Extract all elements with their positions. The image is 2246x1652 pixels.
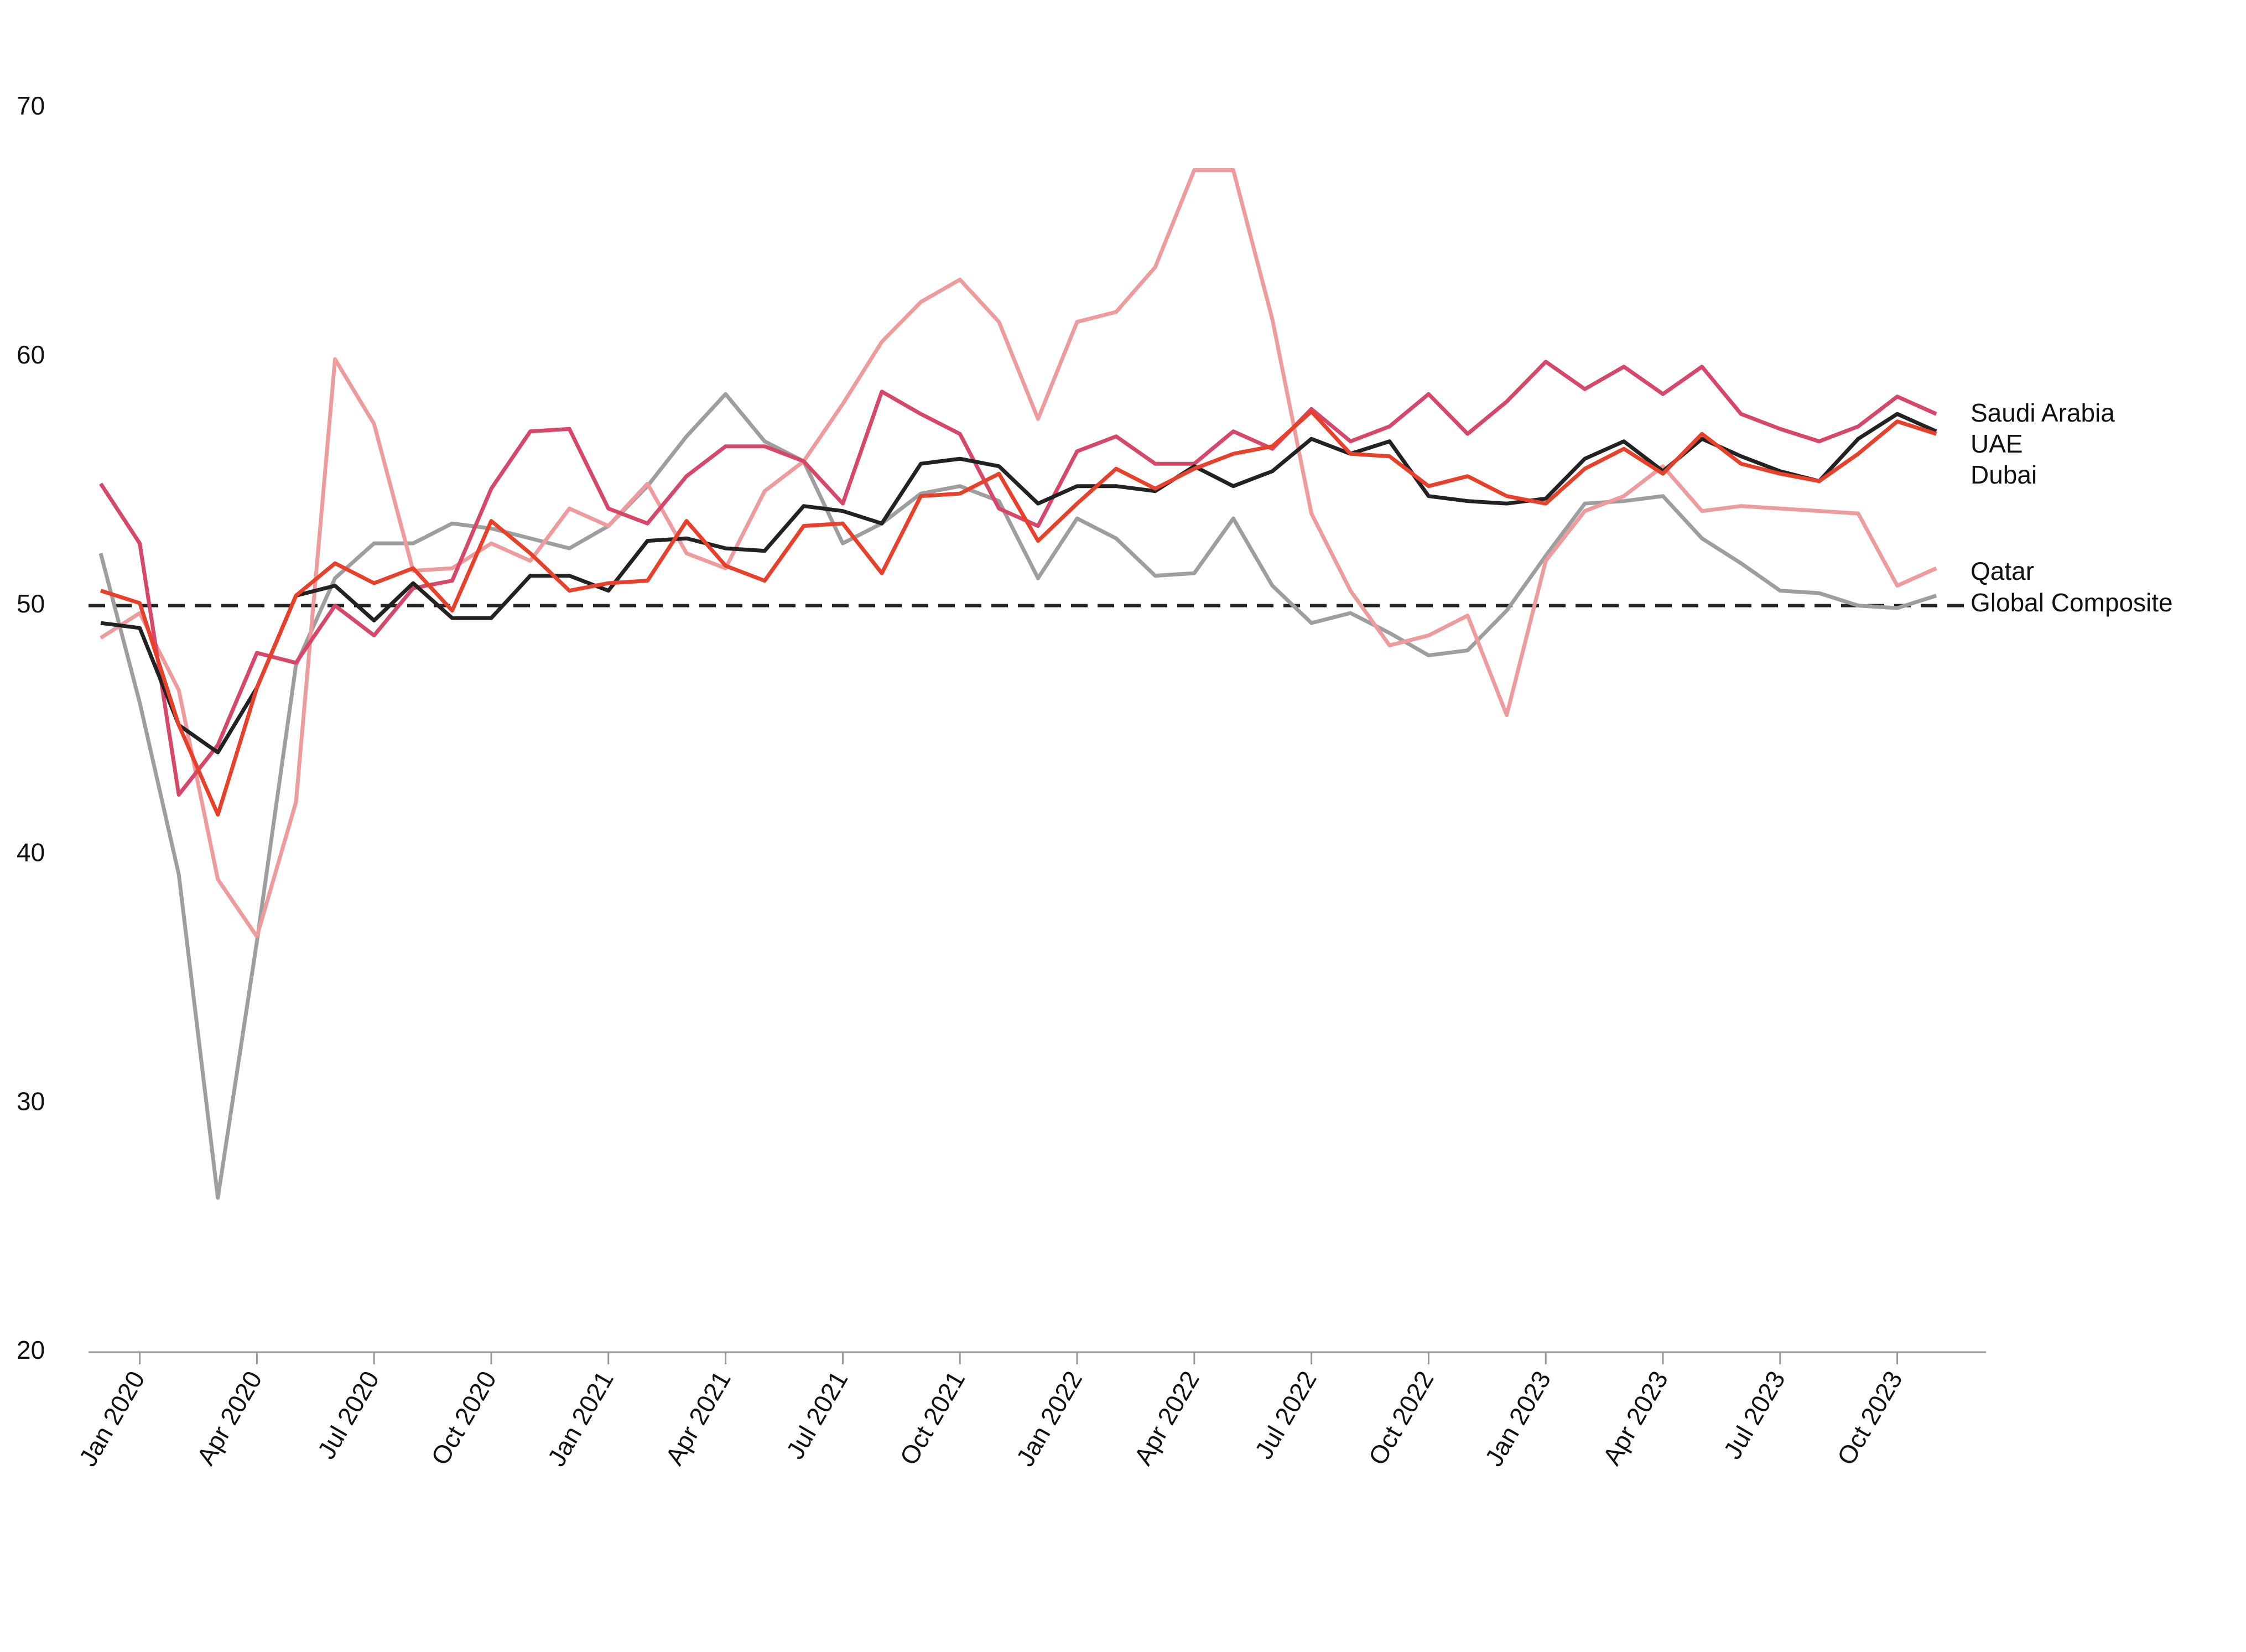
y-tick-label: 60: [17, 340, 45, 369]
x-tick-label: Jul 2020: [311, 1366, 384, 1464]
x-tick-label: Oct 2023: [1831, 1366, 1907, 1470]
series-label: Saudi Arabia: [1971, 398, 2115, 427]
x-tick-label: Jul 2023: [1718, 1366, 1791, 1464]
y-tick-label: 70: [17, 91, 45, 120]
x-tick-label: Jan 2021: [542, 1366, 619, 1471]
y-tick-label: 30: [17, 1087, 45, 1115]
series-line: [98, 392, 1937, 1200]
x-tick-label: Jul 2021: [781, 1366, 854, 1464]
y-tick-label: 50: [17, 589, 45, 618]
x-tick-label: Jul 2022: [1249, 1366, 1322, 1464]
series-line: [100, 409, 1937, 817]
x-tick-label: Oct 2021: [894, 1366, 970, 1470]
series-label: Global Composite: [1971, 588, 2173, 617]
x-tick-label: Jan 2020: [73, 1366, 150, 1471]
x-tick-label: Apr 2023: [1597, 1366, 1673, 1470]
series-line: [100, 168, 1937, 939]
x-tick-label: Jan 2023: [1479, 1366, 1557, 1471]
series-label: Dubai: [1971, 460, 2037, 489]
y-tick-label: 20: [17, 1336, 45, 1364]
series-label: UAE: [1971, 429, 2023, 458]
x-tick-label: Apr 2020: [191, 1366, 267, 1470]
x-tick-label: Oct 2020: [425, 1366, 502, 1470]
x-tick-label: Apr 2021: [659, 1366, 736, 1470]
x-tick-label: Apr 2022: [1129, 1366, 1205, 1470]
series-line: [100, 412, 1937, 755]
series-label: Qatar: [1971, 557, 2034, 585]
y-tick-label: 40: [17, 838, 45, 867]
x-tick-label: Jan 2022: [1011, 1366, 1088, 1471]
x-tick-label: Oct 2022: [1363, 1366, 1439, 1470]
series-line: [99, 360, 1937, 797]
